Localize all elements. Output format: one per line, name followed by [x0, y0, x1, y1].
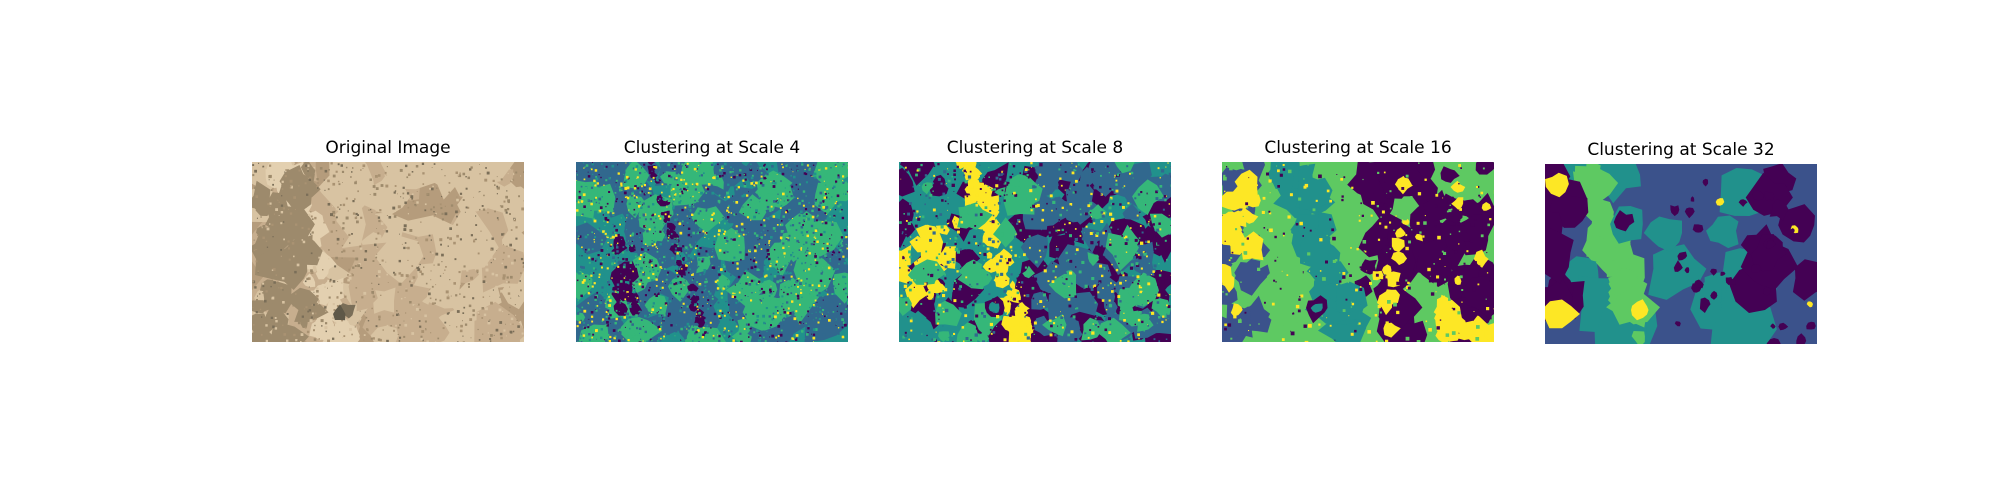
- panel-title: Clustering at Scale 4: [623, 138, 801, 158]
- cluster-map-scale-4: [576, 162, 848, 342]
- panel-title: Clustering at Scale 8: [946, 138, 1124, 158]
- cluster-map-scale-8: [899, 162, 1171, 342]
- original-aerial-image: [252, 162, 524, 342]
- panel-title: Original Image: [325, 138, 451, 158]
- cluster-map-scale-32: [1545, 164, 1817, 344]
- panel-title: Clustering at Scale 32: [1587, 140, 1775, 160]
- panel-title: Clustering at Scale 16: [1264, 138, 1452, 158]
- cluster-map-scale-16: [1222, 162, 1494, 342]
